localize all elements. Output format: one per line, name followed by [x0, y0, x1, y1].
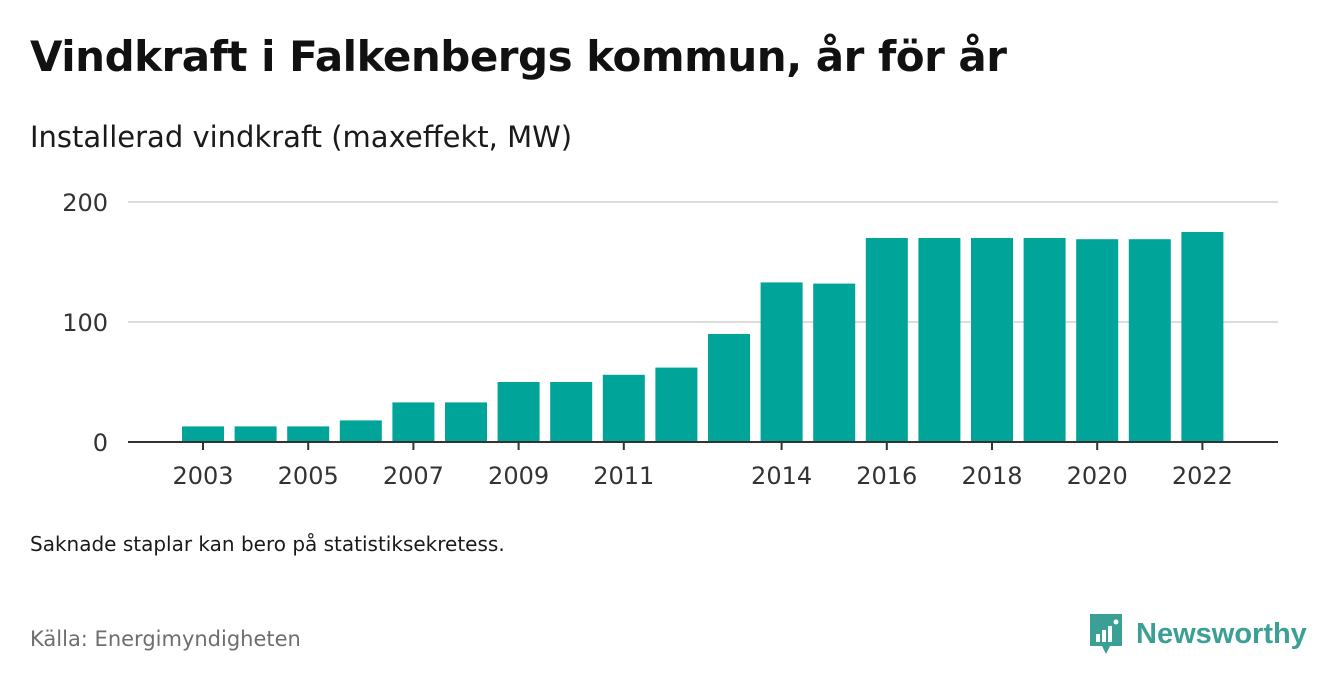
x-tick-label: 2009: [488, 462, 549, 490]
bar-2019: [1023, 238, 1066, 442]
bar-2005: [287, 426, 330, 442]
x-tick-label: 2016: [856, 462, 917, 490]
x-tick-label: 2018: [961, 462, 1022, 490]
x-tick-label: 2014: [751, 462, 812, 490]
bar-chart: 0 100 200 2003 2005 2007 2009 2011 2014 2016 2018…: [62, 189, 1278, 490]
x-tick-label: 2022: [1172, 462, 1233, 490]
bar-2007: [392, 402, 435, 442]
footnote: Saknade staplar kan bero på statistiksek…: [30, 532, 505, 556]
bar-2016: [865, 238, 908, 442]
x-tick-label: 2007: [383, 462, 444, 490]
chart-title: Vindkraft i Falkenbergs kommun, år för å…: [30, 32, 1007, 81]
bar-2010: [550, 382, 593, 442]
y-tick-label: 100: [62, 309, 108, 337]
bar-2015: [813, 283, 856, 442]
brand-logo: Newsworthy: [1088, 612, 1307, 656]
bar-2017: [918, 238, 961, 442]
x-tick-label: 2011: [593, 462, 654, 490]
bar-2022: [1181, 232, 1224, 442]
x-tick-label: 2020: [1067, 462, 1128, 490]
x-axis-ticks: 2003 2005 2007 2009 2011 2014 2016 2018 2020 2022: [172, 442, 1233, 490]
bar-2021: [1128, 239, 1171, 442]
bar-2020: [1076, 239, 1119, 442]
bar-2013: [708, 334, 750, 442]
y-tick-label: 0: [93, 429, 108, 457]
x-tick-label: 2005: [278, 462, 339, 490]
newsworthy-logo-icon: [1090, 614, 1122, 654]
bars: [182, 232, 1224, 442]
bar-2006: [339, 420, 382, 442]
bar-2014: [760, 282, 803, 442]
bar-2012: [655, 367, 698, 442]
x-tick-label: 2003: [172, 462, 233, 490]
bar-2018: [971, 238, 1013, 442]
bar-2011: [602, 374, 645, 442]
y-axis-ticks: 0 100 200: [62, 189, 108, 457]
source-label: Källa: Energimyndigheten: [30, 627, 301, 651]
brand-name: Newsworthy: [1136, 617, 1307, 650]
bar-2003: [182, 426, 224, 442]
bar-2009: [497, 382, 540, 442]
chart-subtitle: Installerad vindkraft (maxeffekt, MW): [30, 120, 573, 154]
y-tick-label: 200: [62, 189, 108, 217]
bar-2008: [445, 402, 487, 442]
bar-2004: [234, 426, 277, 442]
